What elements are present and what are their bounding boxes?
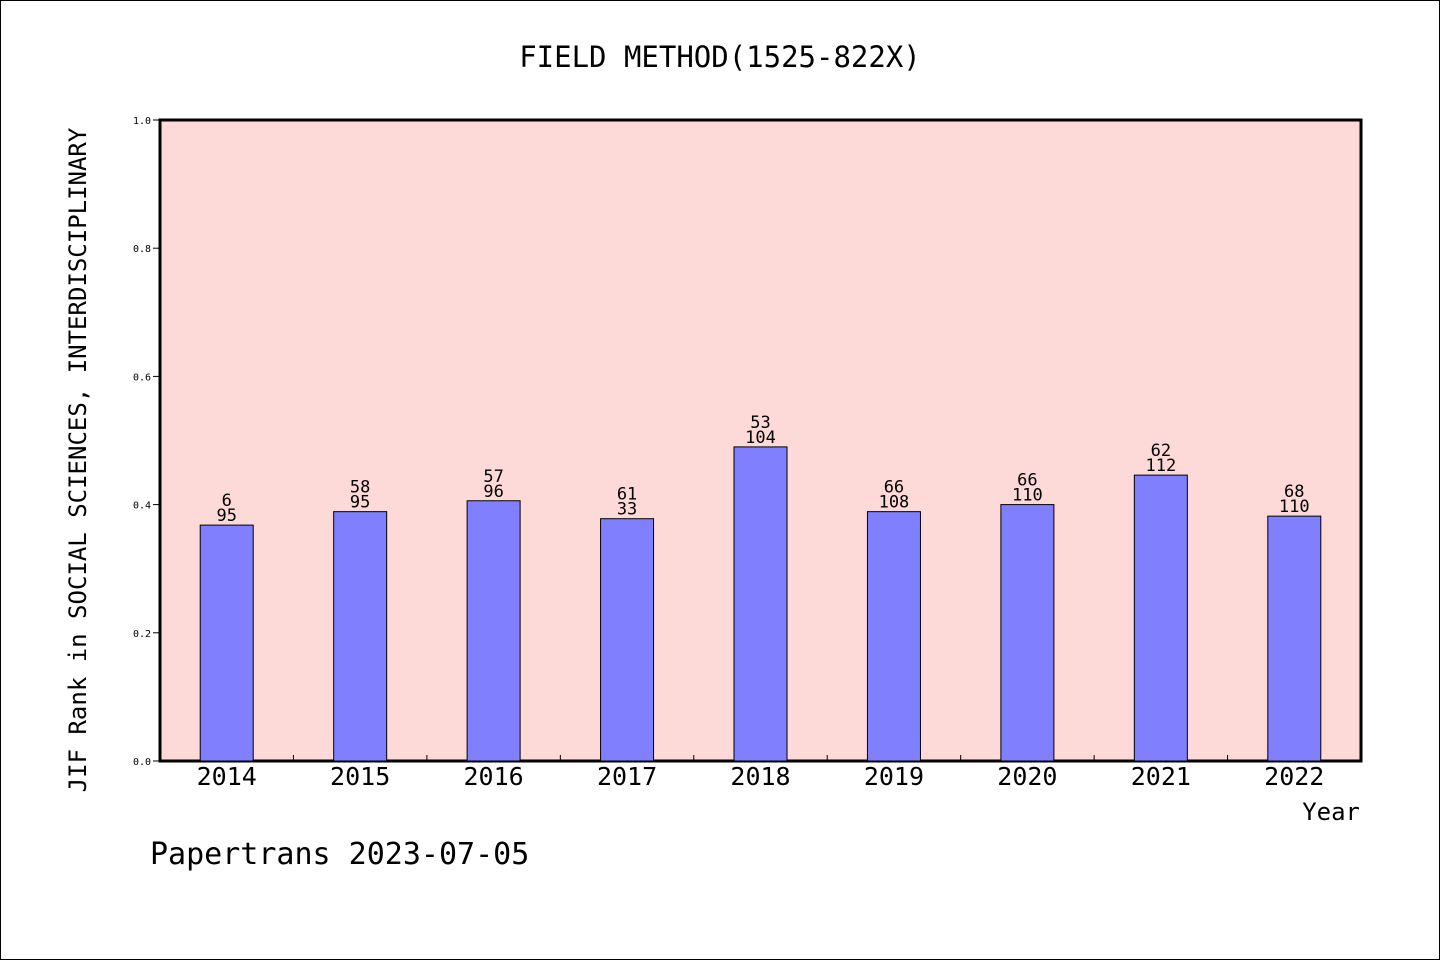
bar-total-label: 110 <box>1012 486 1043 506</box>
bar <box>1000 504 1055 762</box>
bar-rank-label: 66 <box>884 478 904 498</box>
x-tick-label: 2014 <box>197 762 257 791</box>
x-tick-label: 2016 <box>464 762 524 791</box>
bar <box>333 511 388 762</box>
y-tick-label: 0.8 <box>133 244 151 255</box>
x-axis-label: Year <box>1302 798 1360 826</box>
y-tick-label: 1.0 <box>133 116 151 127</box>
bar-rank-label: 68 <box>1284 482 1304 502</box>
bar-rank-label: 61 <box>617 485 637 505</box>
bar-total-label: 95 <box>350 493 370 513</box>
y-axis-label: JIF Rank in SOCIAL SCIENCES, INTERDISCIP… <box>64 127 92 792</box>
bar-total-label: 95 <box>216 506 236 526</box>
x-axis: 2014 2015 2016 2017 2018 2019 2020 2021 2022 <box>197 755 1324 791</box>
bar-rank-label: 62 <box>1151 441 1171 461</box>
bar <box>733 446 788 762</box>
bar-rank-label: 58 <box>350 478 370 498</box>
y-tick-label: 0.4 <box>133 501 151 512</box>
y-axis: 0.0 0.2 0.4 0.6 0.8 1.0 <box>133 116 160 768</box>
bar <box>600 518 655 762</box>
x-tick-label: 2022 <box>1264 762 1324 791</box>
x-tick-label: 2019 <box>864 762 924 791</box>
bar-total-label: 110 <box>1279 497 1310 517</box>
chart-title: FIELD METHOD(1525-822X) <box>519 40 921 74</box>
x-tick-label: 2018 <box>730 762 790 791</box>
footer-credit: Papertrans 2023-07-05 <box>150 837 529 872</box>
y-tick-label: 0.0 <box>133 757 151 768</box>
bar-total-label: 108 <box>879 493 910 513</box>
bar-total-label: 104 <box>745 428 776 448</box>
bar-rank-label: 66 <box>1017 471 1037 491</box>
x-tick-label: 2021 <box>1131 762 1191 791</box>
bar-total-label: 96 <box>483 482 503 502</box>
bar <box>466 500 521 762</box>
bar <box>1133 474 1188 762</box>
bar-rank-label: 57 <box>483 467 503 487</box>
bar-total-label: 112 <box>1145 456 1176 476</box>
x-tick-label: 2017 <box>597 762 657 791</box>
bar <box>199 524 254 762</box>
y-tick-label: 0.2 <box>133 629 151 640</box>
y-tick-label: 0.6 <box>133 372 151 383</box>
bar-total-label: 33 <box>617 500 637 520</box>
bar <box>866 511 921 762</box>
bar-rank-label: 53 <box>750 413 770 433</box>
bar <box>1267 515 1322 762</box>
x-tick-label: 2015 <box>330 762 390 791</box>
x-tick-label: 2020 <box>997 762 1057 791</box>
bar-rank-label: 6 <box>222 491 232 511</box>
